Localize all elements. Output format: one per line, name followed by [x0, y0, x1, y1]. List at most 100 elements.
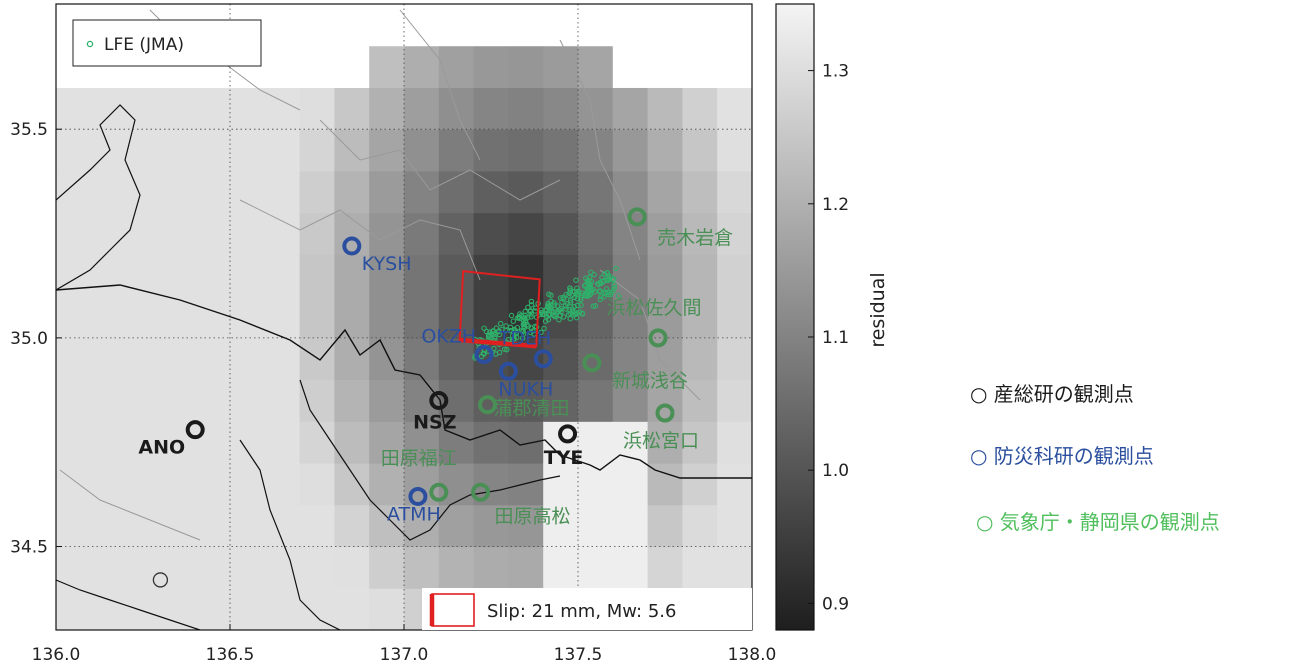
residual-cell	[647, 379, 683, 422]
y-tick-label: 35.0	[10, 329, 48, 349]
lfe-marker	[541, 325, 547, 332]
lfe-marker	[598, 293, 604, 300]
lfe-marker	[524, 321, 530, 328]
residual-cell	[543, 212, 579, 255]
lfe-legend-label: LFE (JMA)	[104, 35, 184, 55]
residual-cell	[125, 296, 161, 339]
residual-cell	[334, 546, 370, 589]
residual-cell	[612, 546, 649, 589]
lfe-marker	[478, 353, 485, 360]
residual-cell	[647, 45, 683, 88]
prefecture-boundaries	[59, 9, 701, 541]
residual-cell	[230, 170, 266, 214]
residual-cell	[404, 379, 440, 422]
lfe-marker	[497, 320, 504, 327]
residual-cell	[195, 129, 231, 172]
residual-cell	[508, 254, 544, 297]
residual-cell	[647, 4, 683, 47]
y-tick-labels: 34.5 35.0 35.5	[10, 120, 62, 558]
residual-cell	[682, 421, 718, 464]
residual-cell	[299, 254, 335, 297]
residual-cell	[473, 129, 509, 172]
residual-cell	[334, 129, 370, 172]
lfe-marker	[496, 331, 503, 338]
residual-cell	[125, 504, 161, 548]
residual-cell	[682, 45, 718, 88]
colorbar-tick-label: 1.3	[822, 62, 849, 82]
residual-cell	[334, 296, 370, 339]
residual-cell	[717, 463, 752, 506]
residual-cell	[717, 504, 752, 548]
residual-cell	[264, 212, 301, 255]
lfe-marker	[556, 316, 562, 323]
residual-cell	[682, 296, 718, 339]
residual-cell	[438, 212, 475, 255]
residual-cell	[56, 129, 92, 172]
residual-cell	[90, 546, 127, 589]
residual-cell	[508, 4, 544, 47]
residual-cell	[438, 254, 475, 297]
station-label: ANO	[138, 437, 185, 459]
residual-cell	[612, 379, 649, 422]
residual-cell	[682, 170, 718, 214]
residual-cell	[56, 296, 92, 339]
residual-cell	[438, 129, 475, 172]
legend-nied: ○ 防災科研の観測点	[970, 444, 1154, 468]
residual-cell	[160, 588, 196, 630]
lfe-marker	[611, 282, 617, 288]
residual-cell	[230, 87, 266, 130]
residual-cell	[160, 337, 196, 381]
residual-cell	[473, 504, 509, 548]
legend-jma: ○ 気象庁・静岡県の観測点	[976, 510, 1220, 534]
station-marker	[558, 424, 578, 444]
lfe-marker	[520, 331, 527, 337]
lfe-marker	[577, 296, 584, 303]
residual-cell	[404, 170, 440, 214]
lfe-marker	[508, 312, 515, 319]
residual-cell	[334, 379, 370, 422]
residual-cell	[299, 45, 335, 88]
residual-cell	[369, 421, 405, 464]
station-label: NUKH	[498, 378, 553, 400]
lfe-marker	[569, 306, 576, 312]
lfe-marker	[605, 291, 612, 298]
residual-cell	[299, 4, 335, 47]
residual-cell	[647, 87, 683, 130]
lfe-marker	[551, 309, 557, 315]
residual-cell	[334, 254, 370, 297]
lfe-marker	[543, 306, 550, 313]
x-tick-label: 137.5	[554, 645, 603, 665]
station-label: 田原福江	[381, 447, 457, 469]
residual-cell	[299, 212, 335, 255]
y-tick-label: 34.5	[10, 538, 48, 558]
residual-cell	[90, 421, 127, 464]
lfe-marker	[513, 329, 519, 336]
residual-cell	[717, 212, 752, 255]
station-label: TDEH	[498, 328, 552, 350]
lfe-marker	[550, 312, 557, 319]
station-marker	[429, 390, 449, 410]
residual-cell	[264, 379, 301, 422]
lfe-marker	[501, 346, 508, 352]
residual-cell	[473, 170, 509, 214]
residual-cell	[578, 463, 614, 506]
residual-cell	[125, 212, 161, 255]
residual-cell	[508, 546, 544, 589]
station-marker	[408, 486, 428, 506]
residual-cell	[230, 254, 266, 297]
residual-cell	[438, 546, 475, 589]
residual-cell	[230, 296, 266, 339]
residual-cell	[578, 212, 614, 255]
residual-cell	[264, 170, 301, 214]
lfe-marker	[528, 298, 535, 305]
station-label: 浜松佐久間	[607, 297, 702, 319]
residual-cell	[125, 337, 161, 381]
slip-legend-label: Slip: 21 mm, Mw: 5.6	[487, 601, 676, 622]
residual-cell	[369, 337, 405, 381]
lfe-marker	[514, 324, 521, 331]
residual-cell	[508, 463, 544, 506]
lfe-marker	[557, 307, 563, 313]
residual-cell	[299, 170, 335, 214]
residual-cell	[369, 87, 405, 130]
residual-cell	[299, 87, 335, 130]
